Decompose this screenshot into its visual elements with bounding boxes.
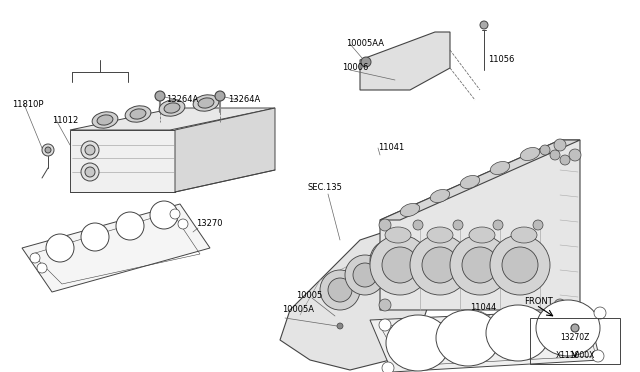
Ellipse shape xyxy=(198,98,214,108)
Ellipse shape xyxy=(430,189,450,202)
Ellipse shape xyxy=(150,201,178,229)
Text: 11041: 11041 xyxy=(378,144,404,153)
Ellipse shape xyxy=(592,350,604,362)
Ellipse shape xyxy=(511,227,537,243)
Ellipse shape xyxy=(159,100,185,116)
Ellipse shape xyxy=(413,220,423,230)
Ellipse shape xyxy=(554,139,566,151)
Polygon shape xyxy=(360,32,450,90)
Ellipse shape xyxy=(560,155,570,165)
Ellipse shape xyxy=(386,315,450,371)
Ellipse shape xyxy=(46,234,74,262)
Ellipse shape xyxy=(382,247,418,283)
Ellipse shape xyxy=(215,91,225,101)
Text: 10006: 10006 xyxy=(342,64,369,73)
Text: 10005: 10005 xyxy=(296,292,323,301)
Ellipse shape xyxy=(370,235,430,295)
Ellipse shape xyxy=(533,220,543,230)
Ellipse shape xyxy=(490,235,550,295)
Ellipse shape xyxy=(337,323,343,329)
Ellipse shape xyxy=(320,270,360,310)
Ellipse shape xyxy=(385,227,411,243)
Text: 13270Z: 13270Z xyxy=(560,334,589,343)
Polygon shape xyxy=(22,204,210,292)
Ellipse shape xyxy=(480,21,488,29)
Ellipse shape xyxy=(97,115,113,125)
Ellipse shape xyxy=(462,247,498,283)
Ellipse shape xyxy=(81,163,99,181)
Polygon shape xyxy=(370,310,600,372)
Ellipse shape xyxy=(130,109,146,119)
Text: 13264A: 13264A xyxy=(228,96,260,105)
Polygon shape xyxy=(280,230,430,370)
Ellipse shape xyxy=(92,112,118,128)
Ellipse shape xyxy=(85,145,95,155)
Ellipse shape xyxy=(436,310,500,366)
Ellipse shape xyxy=(453,220,463,230)
Ellipse shape xyxy=(486,305,550,361)
Ellipse shape xyxy=(193,95,219,111)
Ellipse shape xyxy=(594,307,606,319)
Ellipse shape xyxy=(410,235,470,295)
Text: SEC.135: SEC.135 xyxy=(308,183,343,192)
Ellipse shape xyxy=(81,141,99,159)
Ellipse shape xyxy=(164,103,180,113)
Text: 13264A: 13264A xyxy=(166,96,198,105)
Ellipse shape xyxy=(490,161,509,174)
Ellipse shape xyxy=(361,57,371,67)
Text: FRONT: FRONT xyxy=(524,298,553,307)
Ellipse shape xyxy=(85,167,95,177)
Ellipse shape xyxy=(155,91,165,101)
Polygon shape xyxy=(70,108,275,130)
Ellipse shape xyxy=(571,324,579,332)
Ellipse shape xyxy=(81,223,109,251)
Bar xyxy=(530,318,620,364)
Ellipse shape xyxy=(554,299,566,311)
Ellipse shape xyxy=(125,106,151,122)
Ellipse shape xyxy=(493,220,503,230)
Ellipse shape xyxy=(379,219,391,231)
Ellipse shape xyxy=(502,247,538,283)
Text: 11044: 11044 xyxy=(470,304,496,312)
Ellipse shape xyxy=(353,263,377,287)
Ellipse shape xyxy=(178,219,188,229)
Ellipse shape xyxy=(400,203,420,217)
Ellipse shape xyxy=(37,263,47,273)
Ellipse shape xyxy=(379,299,391,311)
Ellipse shape xyxy=(30,253,40,263)
Ellipse shape xyxy=(328,278,352,302)
Ellipse shape xyxy=(170,209,180,219)
Text: X111000X: X111000X xyxy=(556,352,595,360)
Text: 10005A: 10005A xyxy=(282,305,314,314)
Ellipse shape xyxy=(378,248,402,272)
Polygon shape xyxy=(175,108,275,192)
Ellipse shape xyxy=(450,235,510,295)
Ellipse shape xyxy=(520,148,540,160)
Polygon shape xyxy=(70,130,175,192)
Polygon shape xyxy=(380,140,580,220)
Ellipse shape xyxy=(116,212,144,240)
Ellipse shape xyxy=(540,145,550,155)
Text: 11810P: 11810P xyxy=(12,100,44,109)
Ellipse shape xyxy=(460,176,480,189)
Ellipse shape xyxy=(379,319,391,331)
Ellipse shape xyxy=(370,240,410,280)
Ellipse shape xyxy=(382,362,394,372)
Text: 13270: 13270 xyxy=(196,218,223,228)
Ellipse shape xyxy=(469,227,495,243)
Ellipse shape xyxy=(422,247,458,283)
Text: 11012: 11012 xyxy=(52,116,78,125)
Ellipse shape xyxy=(550,150,560,160)
Ellipse shape xyxy=(42,144,54,156)
Ellipse shape xyxy=(536,300,600,356)
Ellipse shape xyxy=(345,255,385,295)
Ellipse shape xyxy=(427,227,453,243)
Text: 10005AA: 10005AA xyxy=(346,39,384,48)
Text: 11056: 11056 xyxy=(488,55,515,64)
Ellipse shape xyxy=(569,149,581,161)
Ellipse shape xyxy=(45,147,51,153)
Polygon shape xyxy=(380,140,580,310)
